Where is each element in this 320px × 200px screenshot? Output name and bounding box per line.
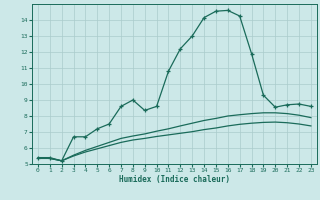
X-axis label: Humidex (Indice chaleur): Humidex (Indice chaleur) <box>119 175 230 184</box>
